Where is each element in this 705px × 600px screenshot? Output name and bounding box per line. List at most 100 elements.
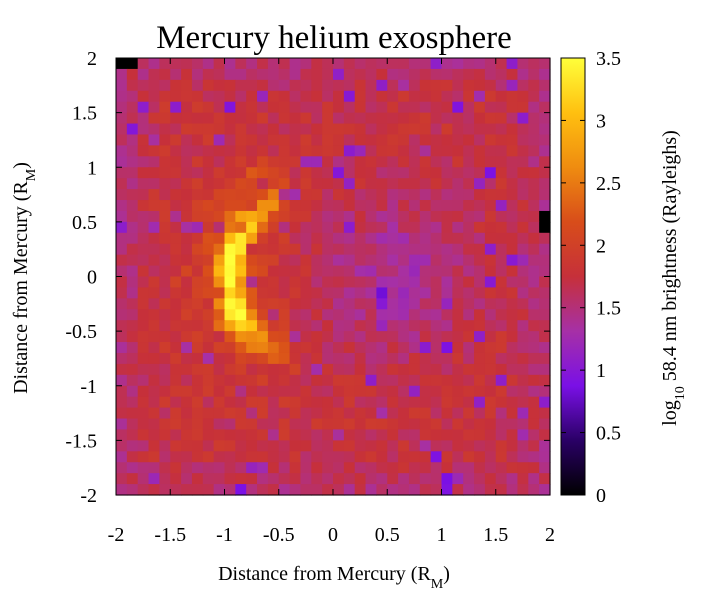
heatmap-cell xyxy=(311,363,323,376)
heatmap-cell xyxy=(170,320,182,332)
heatmap-cell xyxy=(463,156,475,168)
heatmap-cell xyxy=(463,210,475,223)
heatmap-cell xyxy=(170,79,182,92)
heatmap-cell xyxy=(343,374,356,387)
heatmap-cell xyxy=(495,407,508,420)
heatmap-cell xyxy=(235,90,247,103)
heatmap-cell xyxy=(539,473,551,485)
heatmap-cell xyxy=(191,167,204,179)
heatmap-cell xyxy=(224,440,236,452)
heatmap-cell xyxy=(116,320,128,332)
heatmap-cell xyxy=(300,101,312,114)
heatmap-cell xyxy=(257,484,269,496)
heatmap-cell xyxy=(126,309,139,321)
heatmap-cell xyxy=(224,374,236,387)
heatmap-cell xyxy=(419,58,432,70)
heatmap-cell xyxy=(181,232,193,245)
heatmap-cell xyxy=(181,134,193,146)
heatmap-cell xyxy=(517,429,529,441)
heatmap-cell xyxy=(376,352,388,365)
heatmap-cell xyxy=(311,374,323,387)
heatmap-cell xyxy=(300,451,312,463)
heatmap-cell xyxy=(506,200,519,212)
heatmap-cell xyxy=(441,429,453,441)
heatmap-cell xyxy=(430,429,443,441)
heatmap-cell xyxy=(333,352,345,365)
heatmap-cell xyxy=(452,58,464,70)
heatmap-cell xyxy=(441,254,453,267)
heatmap-cell xyxy=(126,363,139,376)
heatmap-cell xyxy=(235,58,247,70)
heatmap-cell xyxy=(311,309,323,321)
heatmap-cell xyxy=(311,396,323,409)
heatmap-cell xyxy=(365,123,377,136)
heatmap-cell xyxy=(170,178,182,190)
heatmap-cell xyxy=(224,90,236,103)
heatmap-cell xyxy=(474,134,486,146)
heatmap-cell xyxy=(322,287,334,299)
heatmap-cell xyxy=(213,287,226,299)
heatmap-cell xyxy=(159,462,171,474)
heatmap-cell xyxy=(484,298,497,310)
heatmap-cell xyxy=(333,418,345,431)
heatmap-cell xyxy=(333,342,345,354)
heatmap-cell xyxy=(202,342,215,354)
heatmap-cell xyxy=(246,429,258,441)
heatmap-cell xyxy=(343,232,356,245)
heatmap-cell xyxy=(419,167,432,179)
heatmap-cell xyxy=(267,407,280,420)
x-tick-label: 2 xyxy=(545,524,555,546)
heatmap-cell xyxy=(148,156,160,168)
heatmap-cell xyxy=(376,418,388,431)
heatmap-cell xyxy=(517,473,529,485)
heatmap-cell xyxy=(322,298,334,310)
heatmap-cell xyxy=(116,189,128,201)
heatmap-cell xyxy=(278,112,291,125)
heatmap-cell xyxy=(311,276,323,289)
heatmap-cell xyxy=(300,473,312,485)
heatmap-cell xyxy=(322,451,334,463)
heatmap-cell xyxy=(419,221,432,234)
heatmap-cell xyxy=(213,276,226,289)
heatmap-cell xyxy=(398,79,410,92)
x-tick-label: -0.5 xyxy=(263,524,295,546)
heatmap-cell xyxy=(257,232,269,245)
heatmap-cell xyxy=(387,298,399,310)
heatmap-cell xyxy=(376,309,388,321)
heatmap-cell xyxy=(528,352,540,365)
heatmap-cell xyxy=(300,112,312,125)
heatmap-cell xyxy=(463,363,475,376)
heatmap-cell xyxy=(191,440,204,452)
heatmap-cell xyxy=(376,145,388,157)
heatmap-cell xyxy=(452,462,464,474)
heatmap-cell xyxy=(289,473,302,485)
heatmap-cell xyxy=(224,363,236,376)
heatmap-cell xyxy=(300,232,312,245)
heatmap-cell xyxy=(246,232,258,245)
heatmap-cell xyxy=(539,134,551,146)
heatmap-cell xyxy=(408,407,421,420)
heatmap-cell xyxy=(235,123,247,136)
heatmap-cell xyxy=(539,79,551,92)
heatmap-cell xyxy=(202,363,215,376)
heatmap-cell xyxy=(300,123,312,136)
heatmap-cell xyxy=(333,363,345,376)
heatmap-cell xyxy=(387,156,399,168)
heatmap-cell xyxy=(387,167,399,179)
heatmap-cell xyxy=(343,200,356,212)
heatmap-cell xyxy=(257,331,269,343)
heatmap-cell xyxy=(495,210,508,223)
heatmap-cell xyxy=(495,101,508,114)
heatmap-cell xyxy=(116,440,128,452)
heatmap-cell xyxy=(398,254,410,267)
heatmap-cell xyxy=(278,374,291,387)
heatmap-cell xyxy=(539,385,551,398)
heatmap-cell xyxy=(474,112,486,125)
heatmap-cell xyxy=(419,90,432,103)
heatmap-cell xyxy=(430,90,443,103)
heatmap-cell xyxy=(441,342,453,354)
heatmap-cell xyxy=(159,189,171,201)
heatmap-cell xyxy=(408,298,421,310)
heatmap-cell xyxy=(235,462,247,474)
heatmap-cell xyxy=(311,352,323,365)
